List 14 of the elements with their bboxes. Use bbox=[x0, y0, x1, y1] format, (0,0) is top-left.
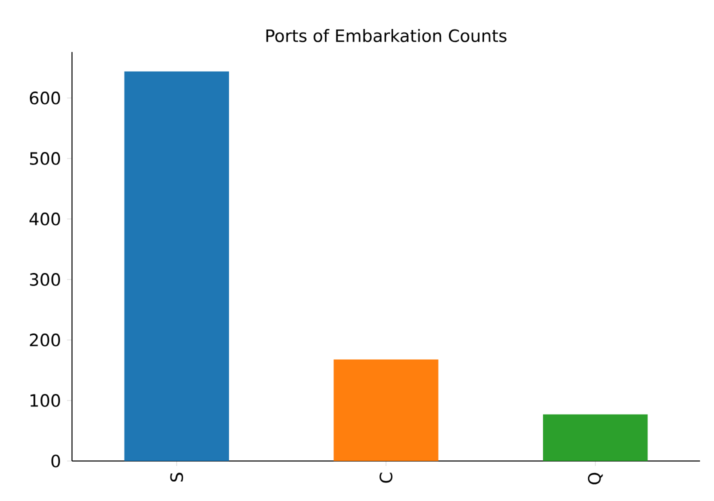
x-tick-label: C bbox=[380, 472, 392, 483]
y-tick-label: 600 bbox=[30, 92, 60, 104]
y-tick-label: 200 bbox=[30, 334, 60, 346]
bar bbox=[543, 414, 648, 461]
y-tick-label: 0 bbox=[51, 454, 60, 468]
y-tick-label: 500 bbox=[30, 152, 60, 165]
x-tick-label: Q bbox=[588, 472, 603, 484]
bar bbox=[334, 359, 438, 461]
bar bbox=[124, 71, 229, 461]
y-tick-label: 400 bbox=[30, 212, 60, 226]
x-tick-label: S bbox=[170, 472, 184, 482]
y-tick-label: 300 bbox=[30, 273, 60, 286]
chart-title: Ports of Embarkation Counts bbox=[266, 28, 506, 42]
y-tick-label: 100 bbox=[30, 394, 60, 407]
